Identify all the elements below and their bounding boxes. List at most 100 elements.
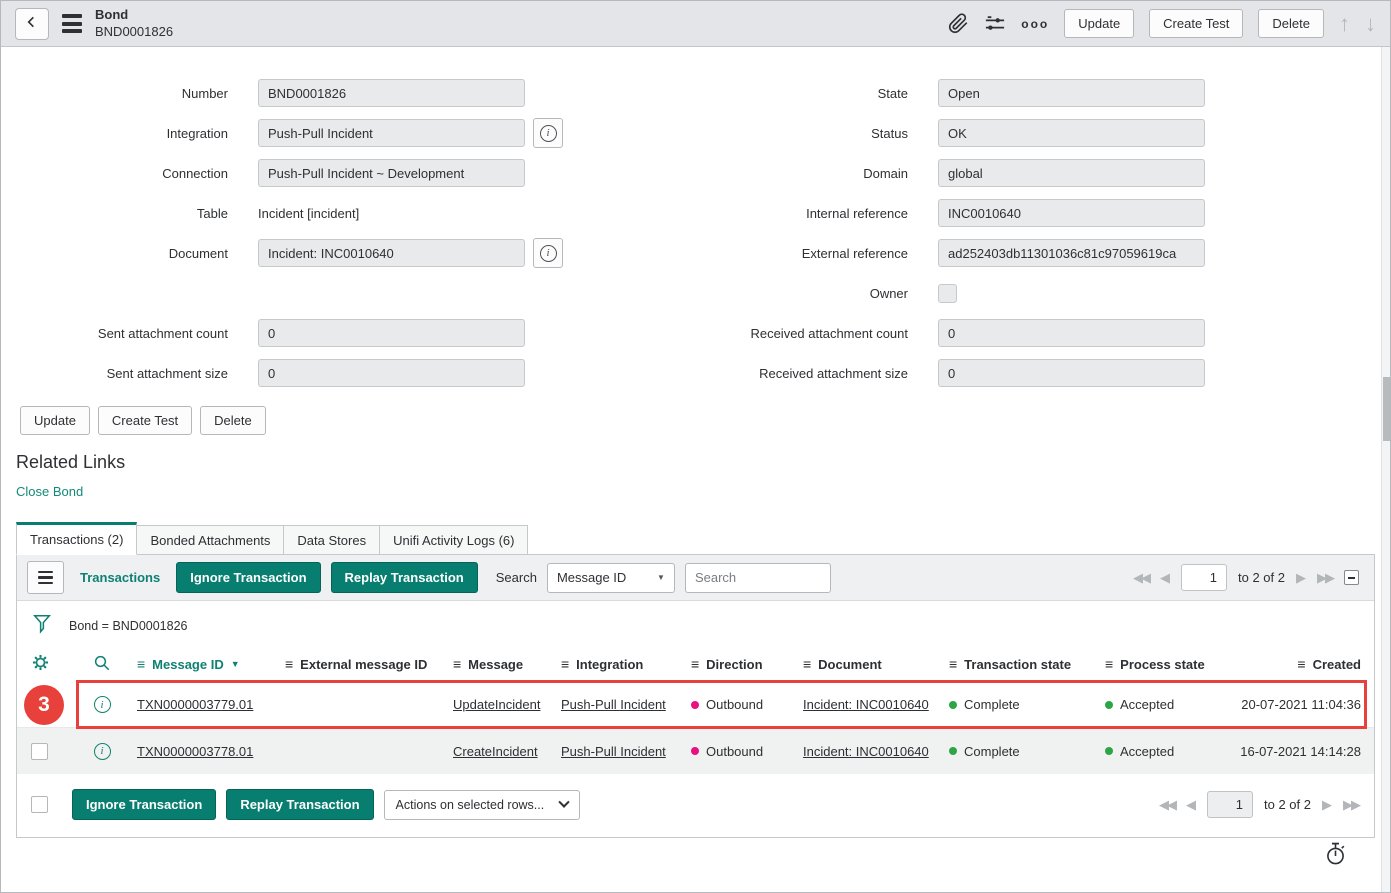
scrollbar-thumb[interactable] bbox=[1383, 377, 1390, 441]
tab-unifi-activity-logs[interactable]: Unifi Activity Logs (6) bbox=[380, 525, 529, 555]
column-label: Document bbox=[818, 656, 882, 672]
last-page-icon[interactable]: ▶▶ bbox=[1317, 569, 1335, 585]
collapse-list-icon[interactable] bbox=[1344, 570, 1359, 585]
search-input[interactable] bbox=[684, 562, 831, 593]
tab-bonded-attachments[interactable]: Bonded Attachments bbox=[137, 525, 285, 555]
column-menu-icon[interactable]: ≡ bbox=[561, 656, 570, 672]
attachments-icon[interactable] bbox=[948, 13, 969, 34]
row-checkbox[interactable] bbox=[31, 742, 48, 760]
actions-on-selected-rows-select[interactable]: Actions on selected rows... bbox=[383, 789, 580, 820]
personalize-form-icon[interactable] bbox=[984, 14, 1006, 34]
first-page-icon[interactable]: ◀◀ bbox=[1133, 569, 1151, 585]
column-header-message-id[interactable]: ≡ Message ID ▼ bbox=[127, 656, 275, 672]
created-value: 16-07-2021 14:14:28 bbox=[1240, 743, 1361, 759]
delete-button[interactable]: Delete bbox=[200, 406, 266, 435]
first-page-icon[interactable]: ◀◀ bbox=[1159, 796, 1177, 812]
field-table: Table Incident [incident] bbox=[17, 193, 697, 233]
column-header-created[interactable]: ≡ Created bbox=[1235, 656, 1374, 672]
direction-dot-icon bbox=[691, 700, 699, 709]
document-link[interactable]: Incident: INC0010640 bbox=[803, 743, 929, 759]
search-field-select[interactable]: Message ID ▼ bbox=[546, 562, 675, 593]
vertical-scrollbar[interactable] bbox=[1381, 47, 1390, 892]
message-link[interactable]: UpdateIncident bbox=[453, 697, 541, 712]
create-test-button[interactable]: Create Test bbox=[1149, 9, 1244, 38]
select-all-checkbox[interactable] bbox=[31, 796, 48, 813]
column-header-message[interactable]: ≡ Message bbox=[443, 656, 551, 672]
integration-info-button[interactable]: i bbox=[533, 118, 563, 148]
message-id-link[interactable]: TXN0000003779.01 bbox=[137, 697, 254, 712]
column-header-transaction-state[interactable]: ≡ Transaction state bbox=[939, 656, 1095, 672]
pagination-range: to 2 of 2 bbox=[1238, 570, 1285, 585]
column-menu-icon[interactable]: ≡ bbox=[691, 656, 700, 672]
column-header-direction[interactable]: ≡ Direction bbox=[681, 656, 793, 672]
integration-link[interactable]: Push-Pull Incident bbox=[561, 743, 666, 759]
document-info-button[interactable]: i bbox=[533, 238, 563, 268]
document-field[interactable]: Incident: INC0010640 bbox=[258, 239, 525, 267]
spacer-row bbox=[17, 273, 697, 313]
sent-attachment-size-field[interactable]: 0 bbox=[258, 359, 525, 387]
column-menu-icon[interactable]: ≡ bbox=[453, 656, 462, 672]
internal-reference-field[interactable]: INC0010640 bbox=[938, 199, 1205, 227]
document-link[interactable]: Incident: INC0010640 bbox=[803, 697, 929, 712]
page-number-input[interactable]: 1 bbox=[1207, 791, 1254, 818]
table-row[interactable]: 3 i TXN0000003779.01 UpdateIncident Push… bbox=[17, 680, 1374, 729]
update-button[interactable]: Update bbox=[20, 406, 90, 435]
integration-link[interactable]: Push-Pull Incident bbox=[561, 697, 666, 712]
ignore-transaction-button[interactable]: Ignore Transaction bbox=[72, 789, 217, 820]
sent-attachment-count-field[interactable]: 0 bbox=[258, 319, 525, 347]
column-menu-icon[interactable]: ≡ bbox=[949, 656, 958, 672]
received-attachment-count-field[interactable]: 0 bbox=[938, 319, 1205, 347]
next-record-icon[interactable]: ↓ bbox=[1365, 10, 1376, 36]
replay-transaction-button[interactable]: Replay Transaction bbox=[226, 789, 374, 820]
row-info-icon[interactable]: i bbox=[93, 696, 111, 713]
ignore-transaction-button[interactable]: Ignore Transaction bbox=[176, 562, 321, 593]
tab-data-stores[interactable]: Data Stores bbox=[284, 525, 381, 555]
response-time-icon[interactable] bbox=[1324, 841, 1347, 871]
list-menu-button[interactable] bbox=[27, 561, 64, 594]
column-header-document[interactable]: ≡ Document bbox=[793, 656, 939, 672]
filter-icon[interactable] bbox=[32, 612, 52, 639]
prev-page-icon[interactable]: ◀ bbox=[1160, 569, 1171, 585]
actions-select-value: Actions on selected rows... bbox=[395, 797, 545, 812]
message-link[interactable]: CreateIncident bbox=[453, 743, 538, 759]
state-field[interactable]: Open bbox=[938, 79, 1205, 107]
column-header-process-state[interactable]: ≡ Process state bbox=[1095, 656, 1235, 672]
integration-field[interactable]: Push-Pull Incident bbox=[258, 119, 525, 147]
delete-button[interactable]: Delete bbox=[1258, 9, 1324, 38]
status-field[interactable]: OK bbox=[938, 119, 1205, 147]
gear-icon[interactable] bbox=[31, 653, 50, 675]
column-header-integration[interactable]: ≡ Integration bbox=[551, 656, 681, 672]
prev-page-icon[interactable]: ◀ bbox=[1186, 796, 1197, 812]
owner-field[interactable] bbox=[938, 283, 957, 303]
close-bond-link[interactable]: Close Bond bbox=[16, 484, 84, 499]
row-info-icon[interactable]: i bbox=[93, 742, 111, 760]
filter-breadcrumb[interactable]: Bond = BND0001826 bbox=[69, 618, 188, 633]
search-icon[interactable] bbox=[93, 654, 111, 675]
column-menu-icon[interactable]: ≡ bbox=[137, 656, 146, 672]
update-button[interactable]: Update bbox=[1064, 9, 1135, 38]
column-menu-icon[interactable]: ≡ bbox=[803, 656, 812, 672]
previous-record-icon[interactable]: ↑ bbox=[1339, 10, 1350, 36]
page-number-input[interactable]: 1 bbox=[1181, 564, 1228, 591]
last-page-icon[interactable]: ▶▶ bbox=[1343, 796, 1361, 812]
table-row[interactable]: i TXN0000003778.01 CreateIncident Push-P… bbox=[17, 728, 1374, 774]
column-header-external-message-id[interactable]: ≡ External message ID bbox=[275, 656, 443, 672]
column-menu-icon[interactable]: ≡ bbox=[1105, 656, 1114, 672]
next-page-icon[interactable]: ▶ bbox=[1296, 569, 1306, 585]
connection-field[interactable]: Push-Pull Incident ~ Development bbox=[258, 159, 525, 187]
tab-transactions[interactable]: Transactions (2) bbox=[16, 522, 138, 555]
more-options-icon[interactable]: ooo bbox=[1021, 16, 1050, 31]
back-button[interactable] bbox=[15, 7, 49, 40]
message-id-link[interactable]: TXN0000003778.01 bbox=[137, 743, 254, 759]
context-menu-icon[interactable] bbox=[62, 14, 82, 33]
next-page-icon[interactable]: ▶ bbox=[1322, 796, 1332, 812]
column-menu-icon[interactable]: ≡ bbox=[1297, 656, 1306, 672]
external-reference-field[interactable]: ad252403db11301036c81c97059619ca bbox=[938, 239, 1205, 267]
received-attachment-size-field[interactable]: 0 bbox=[938, 359, 1205, 387]
domain-field[interactable]: global bbox=[938, 159, 1205, 187]
replay-transaction-button[interactable]: Replay Transaction bbox=[330, 562, 478, 593]
create-test-button[interactable]: Create Test bbox=[97, 406, 193, 435]
list-pagination-top: ◀◀ ◀ 1 to 2 of 2 ▶ ▶▶ bbox=[1133, 564, 1364, 591]
number-field[interactable]: BND0001826 bbox=[258, 79, 525, 107]
column-menu-icon[interactable]: ≡ bbox=[285, 656, 294, 672]
